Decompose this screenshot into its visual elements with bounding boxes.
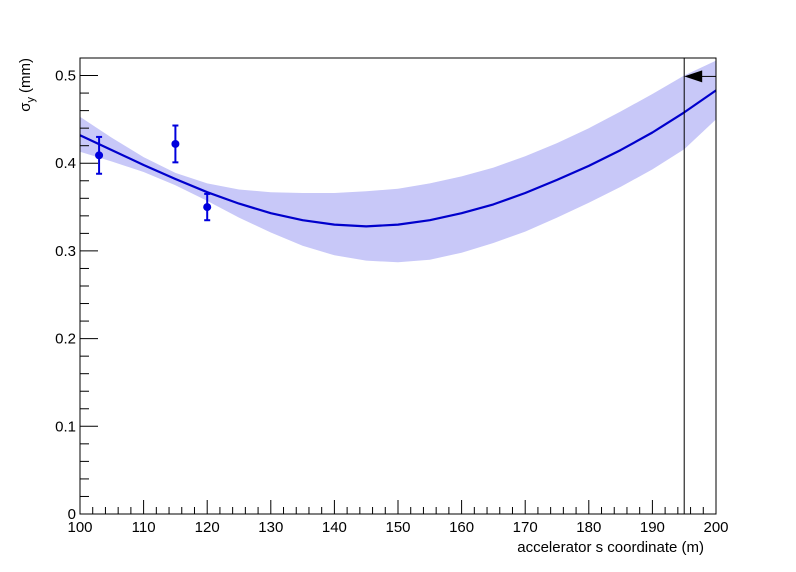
y-axis-title-unit: (mm) bbox=[17, 58, 34, 93]
y-tick-label: 0.2 bbox=[55, 331, 76, 348]
data-point bbox=[95, 151, 104, 160]
y-tick-label: 0 bbox=[68, 506, 76, 523]
y-axis-title-subscript: y bbox=[25, 96, 37, 102]
marker-layer bbox=[683, 58, 716, 514]
x-tick-label: 200 bbox=[703, 519, 728, 536]
x-tick-label: 160 bbox=[449, 519, 474, 536]
y-axis-title-symbol: σ bbox=[17, 102, 34, 112]
x-tick-label: 120 bbox=[195, 519, 220, 536]
x-tick-label: 110 bbox=[132, 519, 156, 536]
x-tick-label: 130 bbox=[258, 519, 283, 536]
confidence-band bbox=[80, 60, 716, 263]
x-tick-label: 140 bbox=[322, 519, 347, 536]
x-tick-label: 170 bbox=[513, 519, 538, 536]
x-axis-title: accelerator s coordinate (m) bbox=[517, 539, 704, 556]
y-tick-label: 0.3 bbox=[55, 243, 76, 260]
x-tick-label: 180 bbox=[576, 519, 601, 536]
marker-arrow-head bbox=[684, 70, 703, 83]
x-axis-tick-labels: 100 110 120 130 140 150 160 170 180 190 200 bbox=[67, 519, 728, 536]
fit-curve bbox=[79, 89, 717, 228]
y-axis-title: σy (mm) bbox=[17, 58, 37, 112]
y-axis-tick-labels: 0 0.1 0.2 0.3 0.4 0.5 bbox=[55, 68, 76, 523]
band-layer bbox=[80, 60, 716, 263]
points-layer bbox=[95, 124, 212, 222]
curve-layer bbox=[79, 89, 717, 228]
y-tick-label: 0.1 bbox=[55, 418, 76, 435]
y-tick-label: 0.5 bbox=[55, 68, 76, 85]
x-axis-ticks bbox=[79, 500, 717, 514]
x-tick-label: 190 bbox=[640, 519, 665, 536]
y-tick-label: 0.4 bbox=[55, 155, 76, 172]
x-tick-label: 100 bbox=[67, 519, 92, 536]
x-tick-label: 150 bbox=[385, 519, 410, 536]
y-axis-ticks bbox=[80, 57, 98, 515]
data-point bbox=[203, 203, 212, 212]
data-point bbox=[171, 139, 180, 148]
